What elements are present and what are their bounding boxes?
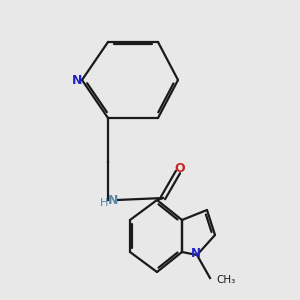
Text: CH₃: CH₃ — [217, 275, 236, 285]
Text: O: O — [174, 162, 185, 175]
Text: N: N — [108, 194, 118, 206]
Text: N: N — [71, 74, 82, 86]
Text: N: N — [190, 247, 200, 260]
Text: H: H — [100, 198, 108, 208]
